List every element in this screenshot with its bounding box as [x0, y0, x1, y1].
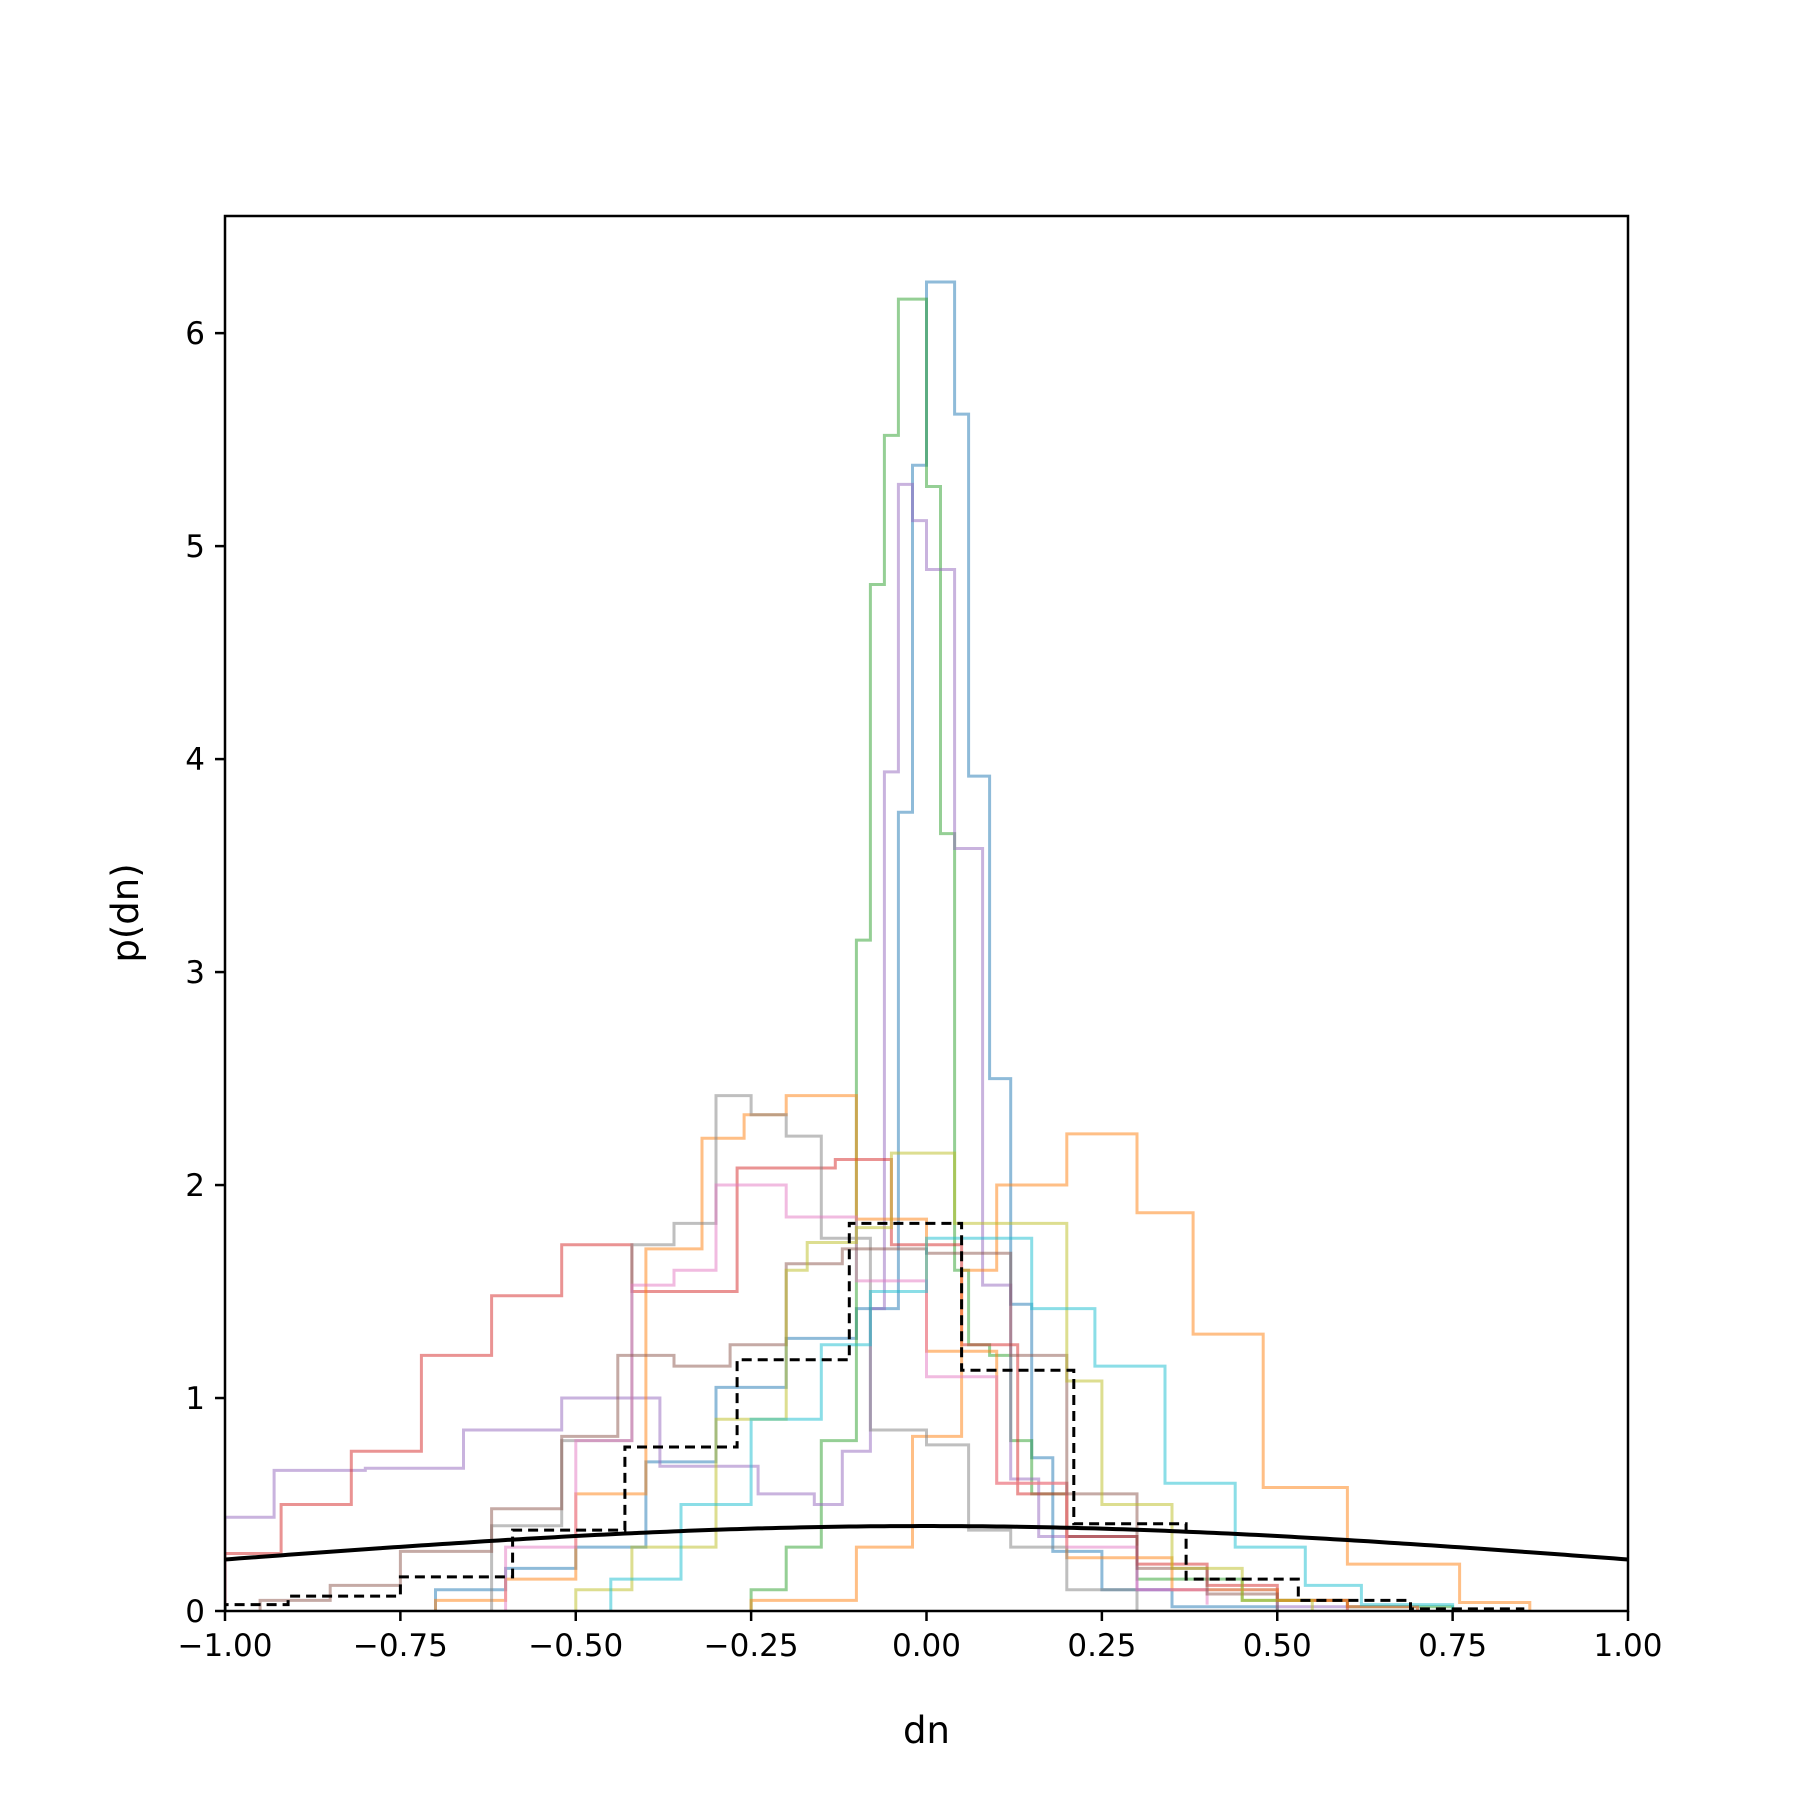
series-layer [225, 280, 1628, 1611]
x-tick-label: −1.00 [178, 1628, 273, 1664]
histogram-step-10 [574, 1151, 1314, 1611]
y-axis: 0 1 2 3 4 5 6 [185, 316, 225, 1630]
normal-pdf-curve [225, 1524, 1628, 1562]
x-tick-label: 0.50 [1243, 1628, 1312, 1664]
x-tick-label: −0.25 [704, 1628, 799, 1664]
histogram-step-1 [434, 280, 1279, 1611]
histogram-step-9 [258, 1247, 1279, 1611]
y-tick-label: 6 [185, 316, 205, 352]
histogram-step-6 [749, 1132, 1532, 1611]
y-axis-label: p(dn) [104, 863, 147, 962]
histogram-step-3 [225, 482, 1419, 1611]
histogram-step-dashed [225, 1221, 1525, 1611]
histogram-step-11 [609, 1236, 1455, 1611]
x-axis: −1.00 −0.75 −0.50 −0.25 0.00 0.25 0.50 0.75 1.00 [178, 1611, 1663, 1664]
y-tick-label: 4 [185, 742, 205, 778]
x-tick-label: 0.00 [892, 1628, 961, 1664]
y-tick-label: 0 [185, 1594, 205, 1630]
y-tick-label: 5 [185, 529, 205, 565]
histogram-step-8 [504, 1183, 1209, 1611]
x-tick-label: −0.50 [528, 1628, 623, 1664]
y-tick-label: 3 [185, 955, 205, 991]
y-tick-label: 2 [185, 1168, 205, 1204]
x-tick-label: −0.75 [353, 1628, 448, 1664]
x-tick-label: 0.25 [1067, 1628, 1136, 1664]
x-tick-label: 0.75 [1418, 1628, 1487, 1664]
x-tick-label: 1.00 [1593, 1628, 1662, 1664]
y-tick-label: 1 [185, 1381, 205, 1417]
x-axis-label: dn [903, 1709, 950, 1752]
